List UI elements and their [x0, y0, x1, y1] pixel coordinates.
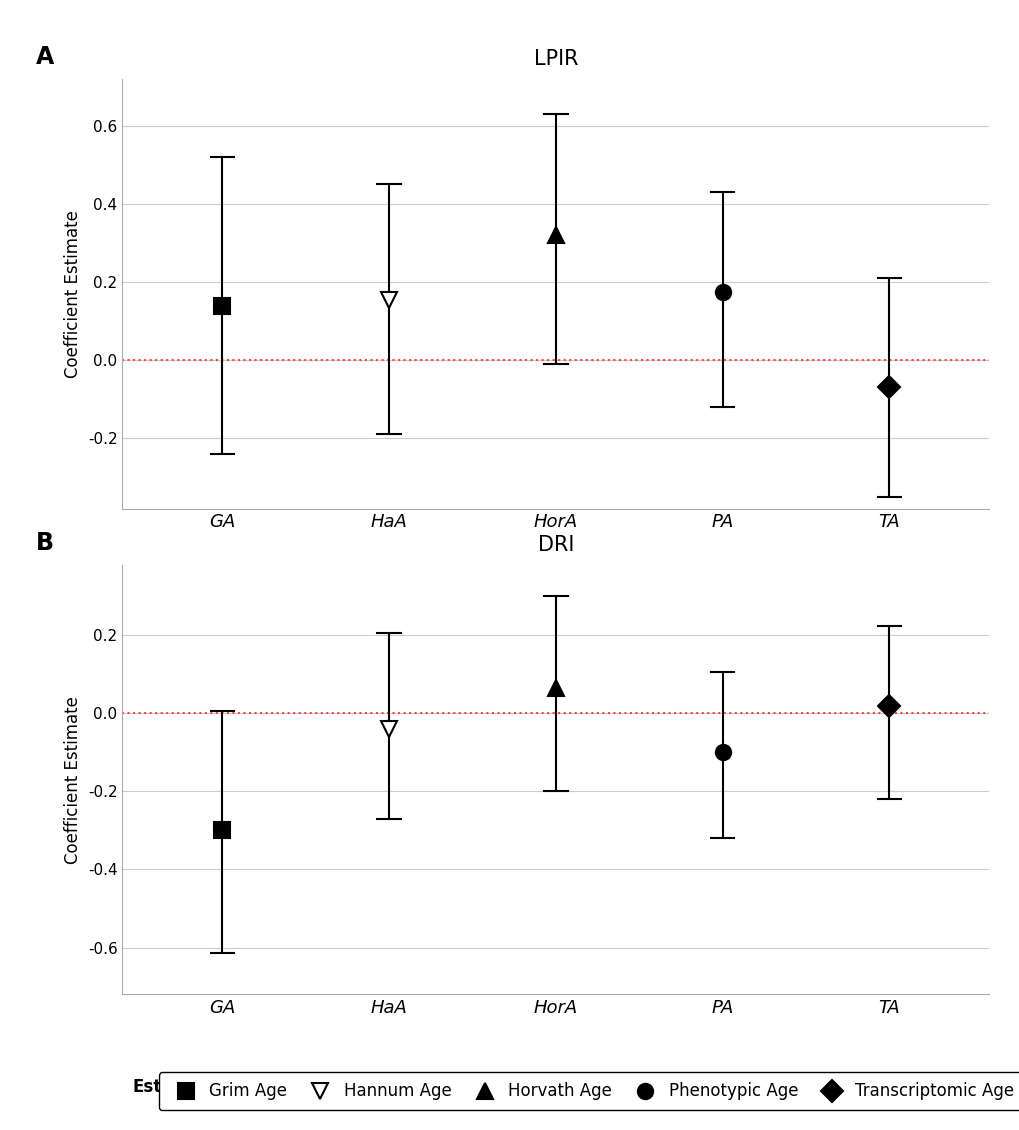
Y-axis label: Coefficient Estimate: Coefficient Estimate [64, 210, 83, 377]
Y-axis label: Coefficient Estimate: Coefficient Estimate [64, 696, 83, 863]
Title: LPIR: LPIR [533, 50, 578, 69]
Text: A: A [36, 45, 54, 69]
Legend: Grim Age, Hannum Age, Horvath Age, Phenotypic Age, Transcriptomic Age: Grim Age, Hannum Age, Horvath Age, Pheno… [159, 1072, 1019, 1111]
Text: B: B [36, 531, 54, 555]
Title: DRI: DRI [537, 536, 574, 555]
Text: Estimate: Estimate [132, 1078, 215, 1096]
